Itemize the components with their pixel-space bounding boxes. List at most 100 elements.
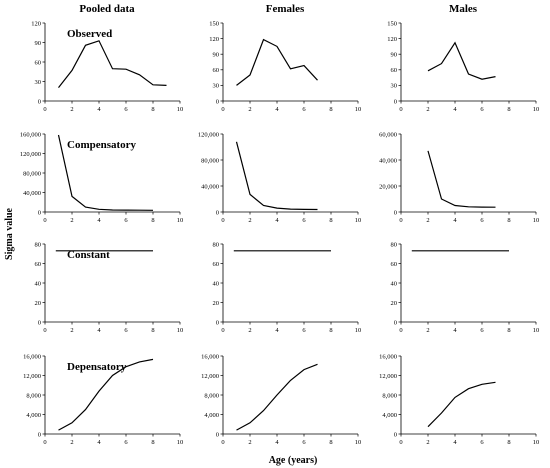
x-tick-label: 6 — [124, 327, 128, 334]
series-line — [427, 381, 496, 428]
column-title-females: Females — [266, 3, 305, 15]
panel-constant-females: 0 2 4 6 8 10 0 20 40 60 80 — [213, 241, 362, 334]
x-tick-label: 0 — [221, 327, 224, 334]
y-axis-title: Sigma value — [4, 207, 15, 260]
y-tick-label: 60 — [213, 261, 220, 268]
x-tick-label: 8 — [151, 217, 154, 224]
x-tick-label: 10 — [355, 327, 362, 334]
x-tick-label: 6 — [480, 327, 484, 334]
y-tick-label: 0 — [38, 431, 41, 438]
x-tick-label: 2 — [70, 439, 73, 446]
x-tick-label: 10 — [355, 217, 362, 224]
y-tick-label: 12,000 — [201, 373, 219, 380]
x-tick-label: 2 — [248, 327, 251, 334]
y-tick-label: 40 — [213, 280, 220, 287]
panel-observed-females: 0 2 4 6 8 10 0 30 60 90 120 150 — [209, 20, 361, 113]
y-tick-label: 0 — [394, 319, 397, 326]
x-tick-label: 6 — [480, 439, 484, 446]
panel-constant-males: 0 2 4 6 8 10 0 20 40 60 80 — [391, 241, 540, 334]
y-tick-label: 30 — [35, 79, 42, 86]
y-tick-label: 80 — [391, 241, 398, 248]
x-tick-label: 4 — [275, 439, 279, 446]
x-tick-label: 6 — [302, 217, 306, 224]
x-tick-label: 4 — [275, 217, 279, 224]
y-tick-label: 0 — [394, 209, 397, 216]
y-tick-label: 40,000 — [201, 183, 219, 190]
y-tick-label: 120,000 — [198, 131, 219, 138]
x-tick-label: 4 — [97, 106, 101, 113]
y-tick-label: 8,000 — [26, 392, 41, 399]
y-tick-label: 40,000 — [379, 157, 397, 164]
y-tick-label: 0 — [216, 98, 219, 105]
x-tick-label: 10 — [355, 106, 362, 113]
x-tick-label: 4 — [275, 327, 279, 334]
x-tick-label: 0 — [399, 217, 402, 224]
x-tick-label: 2 — [426, 217, 429, 224]
x-tick-label: 0 — [399, 106, 402, 113]
series-line — [58, 40, 167, 88]
y-tick-label: 150 — [209, 20, 219, 27]
x-tick-label: 8 — [329, 217, 332, 224]
panel-depensatory-pooled-data: 0 2 4 6 8 10 0 4,000 8,000 12,000 16,000 Depensator… — [23, 353, 183, 446]
x-tick-label: 2 — [70, 327, 73, 334]
x-tick-label: 6 — [302, 106, 306, 113]
y-tick-label: 12,000 — [379, 373, 397, 380]
x-tick-label: 2 — [70, 106, 73, 113]
y-tick-label: 60 — [391, 67, 398, 74]
series-line — [236, 38, 318, 86]
y-tick-label: 20 — [213, 300, 220, 307]
y-tick-label: 4,000 — [204, 412, 219, 419]
y-tick-label: 0 — [38, 319, 41, 326]
y-tick-label: 20,000 — [379, 183, 397, 190]
x-tick-label: 8 — [507, 327, 510, 334]
panel-observed-males: 0 2 4 6 8 10 0 30 60 90 120 150 — [387, 20, 539, 113]
y-tick-label: 80 — [213, 241, 220, 248]
x-tick-label: 6 — [124, 439, 128, 446]
series-line — [427, 41, 496, 80]
y-tick-label: 80,000 — [23, 170, 41, 177]
y-tick-label: 8,000 — [382, 392, 397, 399]
y-tick-label: 40 — [35, 280, 42, 287]
x-tick-label: 2 — [426, 106, 429, 113]
x-tick-label: 0 — [43, 217, 46, 224]
x-tick-label: 10 — [177, 439, 184, 446]
panel-compensatory-males: 0 2 4 6 8 10 0 20,000 40,000 60,000 — [379, 131, 539, 224]
x-tick-label: 4 — [453, 327, 457, 334]
x-tick-label: 6 — [480, 106, 484, 113]
x-tick-label: 8 — [507, 217, 510, 224]
y-tick-label: 40 — [391, 280, 398, 287]
series-line — [58, 358, 154, 431]
y-tick-label: 90 — [213, 52, 220, 59]
y-tick-label: 0 — [216, 209, 219, 216]
y-tick-label: 60 — [35, 261, 42, 268]
series-line — [236, 363, 318, 431]
x-tick-label: 2 — [426, 327, 429, 334]
x-tick-label: 4 — [275, 106, 279, 113]
x-tick-label: 8 — [507, 106, 510, 113]
y-tick-label: 90 — [35, 40, 42, 47]
x-tick-label: 0 — [43, 439, 46, 446]
y-tick-label: 120 — [209, 36, 219, 43]
y-tick-label: 16,000 — [379, 353, 397, 360]
y-tick-label: 120 — [31, 20, 41, 27]
x-tick-label: 8 — [151, 327, 154, 334]
y-tick-label: 4,000 — [382, 412, 397, 419]
x-tick-label: 4 — [453, 217, 457, 224]
x-tick-label: 8 — [151, 439, 154, 446]
series-line — [235, 141, 318, 211]
x-tick-label: 8 — [329, 439, 332, 446]
x-tick-label: 10 — [177, 106, 184, 113]
series-line — [57, 134, 154, 211]
y-tick-label: 0 — [38, 209, 41, 216]
x-tick-label: 4 — [97, 217, 101, 224]
x-tick-label: 0 — [399, 327, 402, 334]
x-tick-label: 2 — [248, 217, 251, 224]
x-tick-label: 6 — [480, 217, 484, 224]
x-tick-label: 4 — [97, 327, 101, 334]
y-tick-label: 20 — [35, 300, 42, 307]
x-axis-title: Age (years) — [269, 455, 318, 466]
x-tick-label: 0 — [399, 439, 402, 446]
x-tick-label: 6 — [124, 217, 128, 224]
panel-constant-pooled-data: 0 2 4 6 8 10 0 20 40 60 80 Constant — [35, 241, 184, 334]
